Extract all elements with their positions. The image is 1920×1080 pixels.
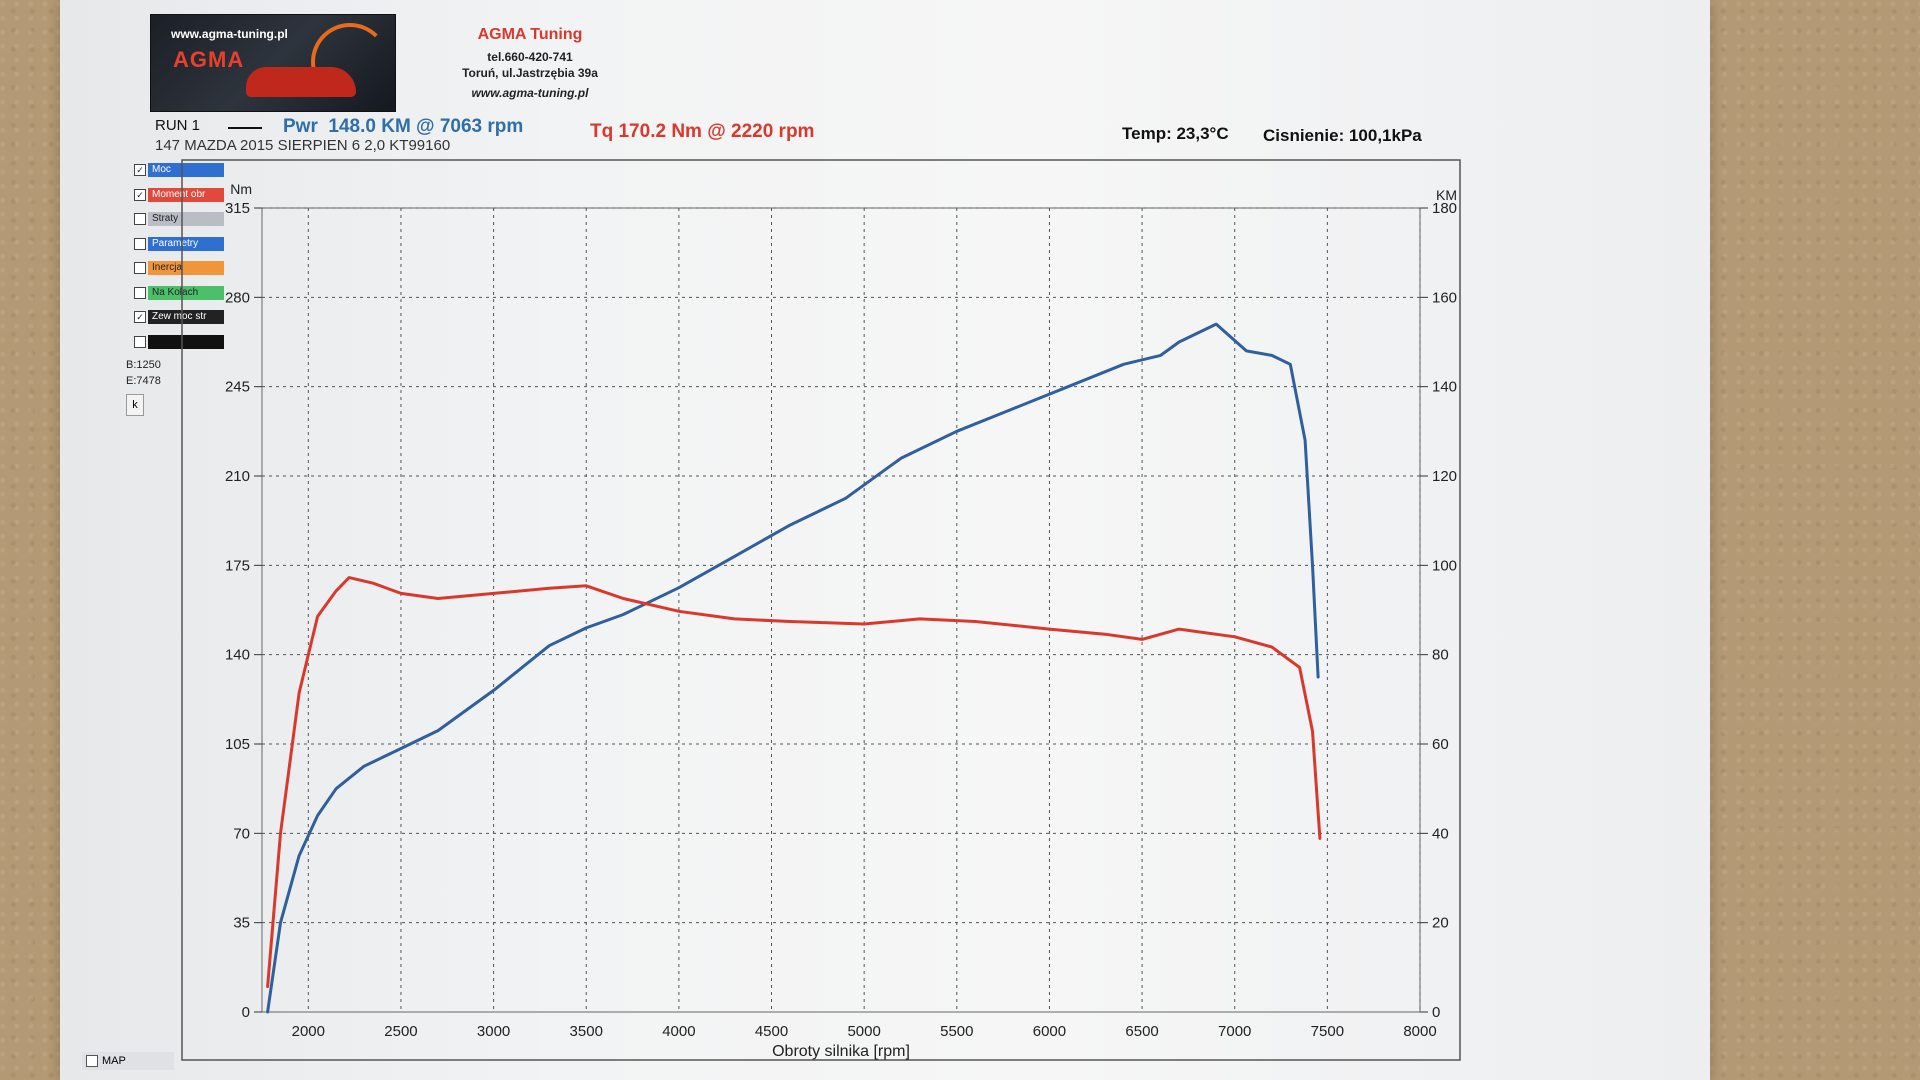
plot-area	[261, 207, 1421, 1013]
legend-item-6[interactable]: ✓ Zew moc str	[134, 309, 224, 325]
y-left-tick-label-3: 105	[225, 736, 250, 753]
legend-item-0[interactable]: ✓ Moc	[134, 162, 224, 178]
legend-item-5[interactable]: Na Kołach	[134, 285, 224, 301]
y-left-axis-label: Nm	[230, 181, 252, 197]
gauge-icon	[311, 23, 389, 101]
x-tick-label-12: 8000	[1403, 1023, 1436, 1040]
y-left-tick-label-9: 315	[225, 200, 250, 217]
chart-frame	[181, 159, 1461, 1061]
y-right-tick-label-5: 100	[1432, 557, 1457, 574]
legend-item-7[interactable]	[134, 334, 224, 350]
logo-brand: AGMA	[173, 47, 245, 72]
x-tick-label-4: 4000	[662, 1023, 695, 1040]
y-right-tick-label-6: 120	[1432, 468, 1457, 485]
y-right-tick-label-7: 140	[1432, 379, 1457, 396]
company-website: www.agma-tuning.pl	[471, 86, 589, 100]
y-left-tick-label-7: 245	[225, 379, 250, 396]
x-tick-label-11: 7500	[1311, 1023, 1344, 1040]
legend-label-4: Inercja	[148, 261, 224, 275]
run-label: RUN 1	[155, 117, 201, 134]
y-right-tick-label-4: 80	[1432, 647, 1449, 664]
x-tick-label-1: 2500	[384, 1023, 417, 1040]
map-label: MAP	[102, 1055, 126, 1067]
k-button[interactable]: k	[126, 394, 144, 416]
x-tick-label-7: 5500	[940, 1023, 973, 1040]
power-summary: Pwr 148.0 KM @ 7063 rpm	[283, 116, 524, 137]
legend-item-4[interactable]: Inercja	[134, 260, 224, 276]
series-line-moc	[266, 322, 1320, 1014]
x-tick-label-2: 3000	[477, 1023, 510, 1040]
y-left-tick-label-2: 70	[233, 825, 250, 842]
x-axis-label: Obroty silnika [rpm]	[772, 1043, 910, 1060]
logo-url: www.agma-tuning.pl	[171, 27, 288, 41]
x-tick-label-10: 7000	[1218, 1023, 1251, 1040]
b-value: B:1250	[126, 359, 161, 371]
run-line-icon	[228, 127, 262, 129]
temperature: Temp: 23,3°C	[1122, 124, 1229, 143]
legend-checkbox-7[interactable]	[134, 335, 146, 348]
legend-label-7	[148, 334, 224, 349]
legend-label-6: Zew moc str	[148, 310, 224, 324]
agma-logo: www.agma-tuning.pl AGMA	[150, 14, 396, 112]
vehicle-info: 147 MAZDA 2015 SIERPIEN 6 2,0 KT99160	[155, 137, 451, 154]
legend-item-2[interactable]: Straty	[134, 211, 224, 227]
legend-checkbox-4[interactable]	[134, 262, 146, 274]
legend-label-0: Moc	[148, 163, 224, 177]
legend-checkbox-1[interactable]: ✓	[134, 188, 146, 201]
car-icon	[246, 67, 356, 97]
y-left-tick-label-5: 175	[225, 557, 250, 574]
legend-label-1: Moment obr	[148, 187, 224, 202]
torque-summary: Tq 170.2 Nm @ 2220 rpm	[590, 121, 815, 142]
y-left-tick-label-0: 0	[242, 1004, 250, 1021]
y-right-tick-label-0: 0	[1432, 1004, 1440, 1021]
y-left-tick-label-1: 35	[233, 915, 250, 932]
y-left-tick-label-4: 140	[225, 647, 250, 664]
company-name: AGMA Tuning	[477, 26, 583, 43]
legend-checkbox-3[interactable]	[134, 237, 146, 250]
legend-label-2: Straty	[148, 212, 224, 226]
company-address: Toruń, ul.Jastrzębia 39a	[462, 66, 598, 80]
y-right-tick-label-9: 180	[1432, 200, 1457, 217]
legend-item-3[interactable]: Parametry	[134, 236, 224, 252]
legend-item-1[interactable]: ✓ Moment obr	[134, 187, 224, 203]
legend-label-5: Na Kołach	[148, 285, 224, 300]
y-left-tick-label-8: 280	[225, 289, 250, 306]
legend-checkbox-0[interactable]: ✓	[134, 164, 146, 176]
company-block: AGMA Tuning tel.660-420-741 Toruń, ul.Ja…	[420, 26, 640, 100]
company-phone: tel.660-420-741	[487, 50, 573, 64]
pressure: Cisnienie: 100,1kPa	[1263, 126, 1422, 145]
y-right-tick-label-3: 60	[1432, 736, 1449, 753]
y-right-axis-label: KM	[1436, 187, 1457, 203]
y-left-tick-label-6: 210	[225, 468, 250, 485]
x-tick-label-3: 3500	[570, 1023, 603, 1040]
x-tick-label-8: 6000	[1033, 1023, 1066, 1040]
legend-checkbox-6[interactable]: ✓	[134, 311, 146, 323]
dyno-printout	[60, 0, 1710, 1080]
e-value: E:7478	[126, 375, 161, 387]
legend-checkbox-2[interactable]	[134, 213, 146, 225]
y-right-tick-label-8: 160	[1432, 289, 1457, 306]
map-checkbox[interactable]: MAP	[82, 1052, 174, 1070]
x-tick-label-6: 5000	[847, 1023, 880, 1040]
map-checkbox-box[interactable]	[86, 1055, 98, 1067]
x-tick-label-9: 6500	[1125, 1023, 1158, 1040]
y-right-tick-label-2: 40	[1432, 825, 1449, 842]
legend-label-3: Parametry	[148, 236, 224, 251]
x-tick-label-0: 2000	[292, 1023, 325, 1040]
series-line-moment-obr	[266, 576, 1322, 988]
x-tick-label-5: 4500	[755, 1023, 788, 1040]
legend-checkbox-5[interactable]	[134, 286, 146, 299]
y-right-tick-label-1: 20	[1432, 915, 1449, 932]
